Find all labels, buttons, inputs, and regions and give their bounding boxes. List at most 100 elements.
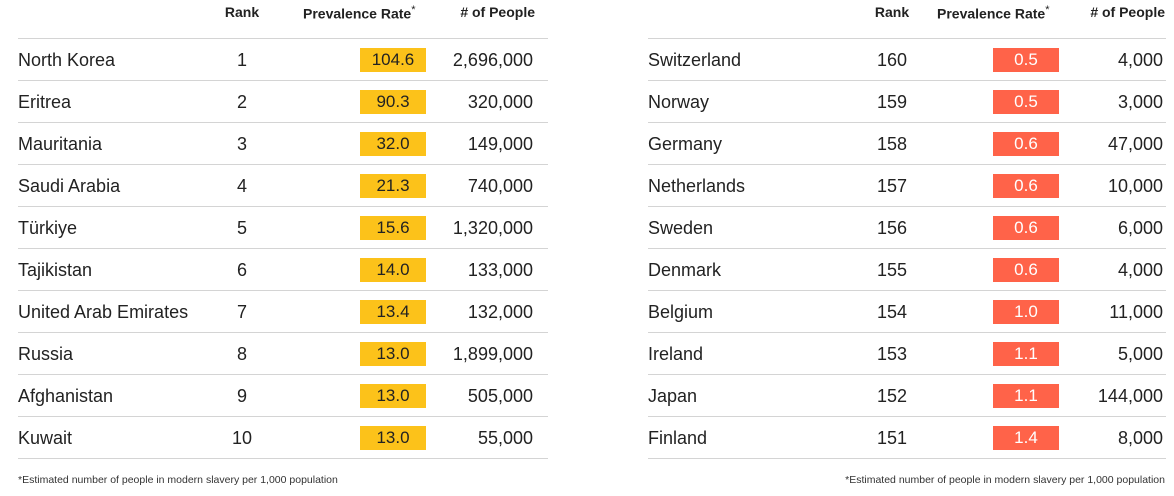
country-cell: Saudi Arabia (18, 176, 121, 196)
country-cell: Tajikistan (18, 260, 93, 280)
table-row: Denmark 155 0.6 4,000 (648, 249, 1166, 291)
people-count-cell: 4,000 (1117, 50, 1163, 70)
prevalence-rate-cell: 14.0 (360, 258, 426, 282)
rank-cell: 158 (876, 134, 908, 154)
table-row: Russia 8 13.0 1,899,000 (18, 333, 548, 375)
rank-cell: 5 (236, 218, 247, 238)
prevalence-rate-cell: 1.1 (993, 342, 1059, 366)
prevalence-rate-cell: 1.4 (993, 426, 1059, 450)
prevalence-rate-cell: 32.0 (360, 132, 426, 156)
prevalence-rate-cell: 0.6 (993, 174, 1059, 198)
table-row: North Korea 1 104.6 2,696,000 (18, 39, 548, 81)
country-cell: Switzerland (648, 50, 742, 70)
table-row: Mauritania 3 32.0 149,000 (18, 123, 548, 165)
people-count-cell: 11,000 (1109, 302, 1163, 322)
country-cell: Mauritania (18, 134, 103, 154)
rank-cell: 160 (876, 50, 908, 70)
left-footnote: *Estimated number of people in modern sl… (18, 474, 338, 486)
rank-cell: 155 (876, 260, 908, 280)
rank-cell: 10 (231, 428, 253, 448)
table-row: Ireland 153 1.1 5,000 (648, 333, 1166, 375)
people-count-cell: 8,000 (1117, 428, 1163, 448)
country-cell: Afghanistan (18, 386, 114, 406)
people-count-cell: 10,000 (1107, 176, 1163, 196)
rank-cell: 3 (236, 134, 247, 154)
country-cell: Netherlands (648, 176, 746, 196)
country-cell: Kuwait (18, 428, 73, 448)
people-header: # of People (460, 4, 535, 20)
prevalence-rate-cell: 90.3 (360, 90, 426, 114)
table-row: Finland 151 1.4 8,000 (648, 417, 1166, 459)
people-count-cell: 505,000 (467, 386, 533, 406)
rank-cell: 157 (876, 176, 908, 196)
country-cell: Sweden (648, 218, 714, 238)
table-row: Germany 158 0.6 47,000 (648, 123, 1166, 165)
footnote-marker: * (1045, 4, 1050, 16)
rank-cell: 154 (876, 302, 908, 322)
prevalence-rate-cell: 104.6 (360, 48, 426, 72)
prevalence-rate-header-label: Prevalence Rate (937, 5, 1046, 22)
prevalence-rate-cell: 21.3 (360, 174, 426, 198)
table-row: Switzerland 160 0.5 4,000 (648, 39, 1166, 81)
people-count-cell: 4,000 (1117, 260, 1163, 280)
people-count-cell: 47,000 (1107, 134, 1163, 154)
rank-header: Rank (874, 4, 910, 20)
table-row: Norway 159 0.5 3,000 (648, 81, 1166, 123)
prevalence-rate-cell: 0.5 (993, 90, 1059, 114)
people-count-cell: 320,000 (467, 92, 533, 112)
prevalence-rate-cell: 13.0 (360, 342, 426, 366)
country-cell: Ireland (648, 344, 704, 364)
highest-prevalence-table: Rank Prevalence Rate* # of People North … (18, 0, 548, 459)
rank-cell: 1 (236, 50, 247, 70)
country-cell: Denmark (648, 260, 722, 280)
table-row: United Arab Emirates 7 13.4 132,000 (18, 291, 548, 333)
rank-cell: 4 (236, 176, 247, 196)
prevalence-rate-cell: 13.4 (360, 300, 426, 324)
table-body: Switzerland 160 0.5 4,000 Norway 159 0.5 3,000 G… (648, 39, 1166, 459)
prevalence-rate-cell: 0.6 (993, 216, 1059, 240)
country-cell: Norway (648, 92, 710, 112)
rank-cell: 151 (876, 428, 908, 448)
country-cell: United Arab Emirates (18, 302, 189, 322)
people-header: # of People (1090, 4, 1165, 20)
country-cell: Japan (648, 386, 698, 406)
people-count-cell: 149,000 (467, 134, 533, 154)
rank-cell: 152 (876, 386, 908, 406)
lowest-prevalence-table: Rank Prevalence Rate* # of People Switze… (648, 0, 1166, 459)
right-footnote: *Estimated number of people in modern sl… (845, 474, 1165, 486)
prevalence-rate-header: Prevalence Rate* (937, 4, 1049, 22)
prevalence-rate-cell: 0.5 (993, 48, 1059, 72)
country-cell: North Korea (18, 50, 116, 70)
table-row: Japan 152 1.1 144,000 (648, 375, 1166, 417)
people-count-cell: 133,000 (467, 260, 533, 280)
table-header: Rank Prevalence Rate* # of People (18, 0, 548, 39)
footnote-marker: * (411, 4, 416, 16)
rank-cell: 153 (876, 344, 908, 364)
people-count-cell: 6,000 (1117, 218, 1163, 238)
rank-header: Rank (224, 4, 260, 20)
rank-cell: 6 (236, 260, 247, 280)
table-row: Türkiye 5 15.6 1,320,000 (18, 207, 548, 249)
rank-cell: 7 (236, 302, 247, 322)
prevalence-rate-cell: 13.0 (360, 384, 426, 408)
country-cell: Türkiye (18, 218, 78, 238)
people-count-cell: 144,000 (1097, 386, 1163, 406)
people-count-cell: 1,899,000 (452, 344, 533, 364)
country-cell: Eritrea (18, 92, 72, 112)
table-row: Sweden 156 0.6 6,000 (648, 207, 1166, 249)
people-count-cell: 55,000 (477, 428, 533, 448)
people-count-cell: 132,000 (467, 302, 533, 322)
rank-cell: 156 (876, 218, 908, 238)
people-count-cell: 5,000 (1117, 344, 1163, 364)
prevalence-rate-cell: 0.6 (993, 258, 1059, 282)
prevalence-rate-cell: 15.6 (360, 216, 426, 240)
table-row: Saudi Arabia 4 21.3 740,000 (18, 165, 548, 207)
table-header: Rank Prevalence Rate* # of People (648, 0, 1166, 39)
rank-cell: 159 (876, 92, 908, 112)
table-body: North Korea 1 104.6 2,696,000 Eritrea 2 90.3 32… (18, 39, 548, 459)
table-row: Kuwait 10 13.0 55,000 (18, 417, 548, 459)
prevalence-rate-cell: 1.0 (993, 300, 1059, 324)
prevalence-rate-header: Prevalence Rate* (303, 4, 415, 22)
rank-cell: 9 (236, 386, 247, 406)
country-cell: Russia (18, 344, 74, 364)
